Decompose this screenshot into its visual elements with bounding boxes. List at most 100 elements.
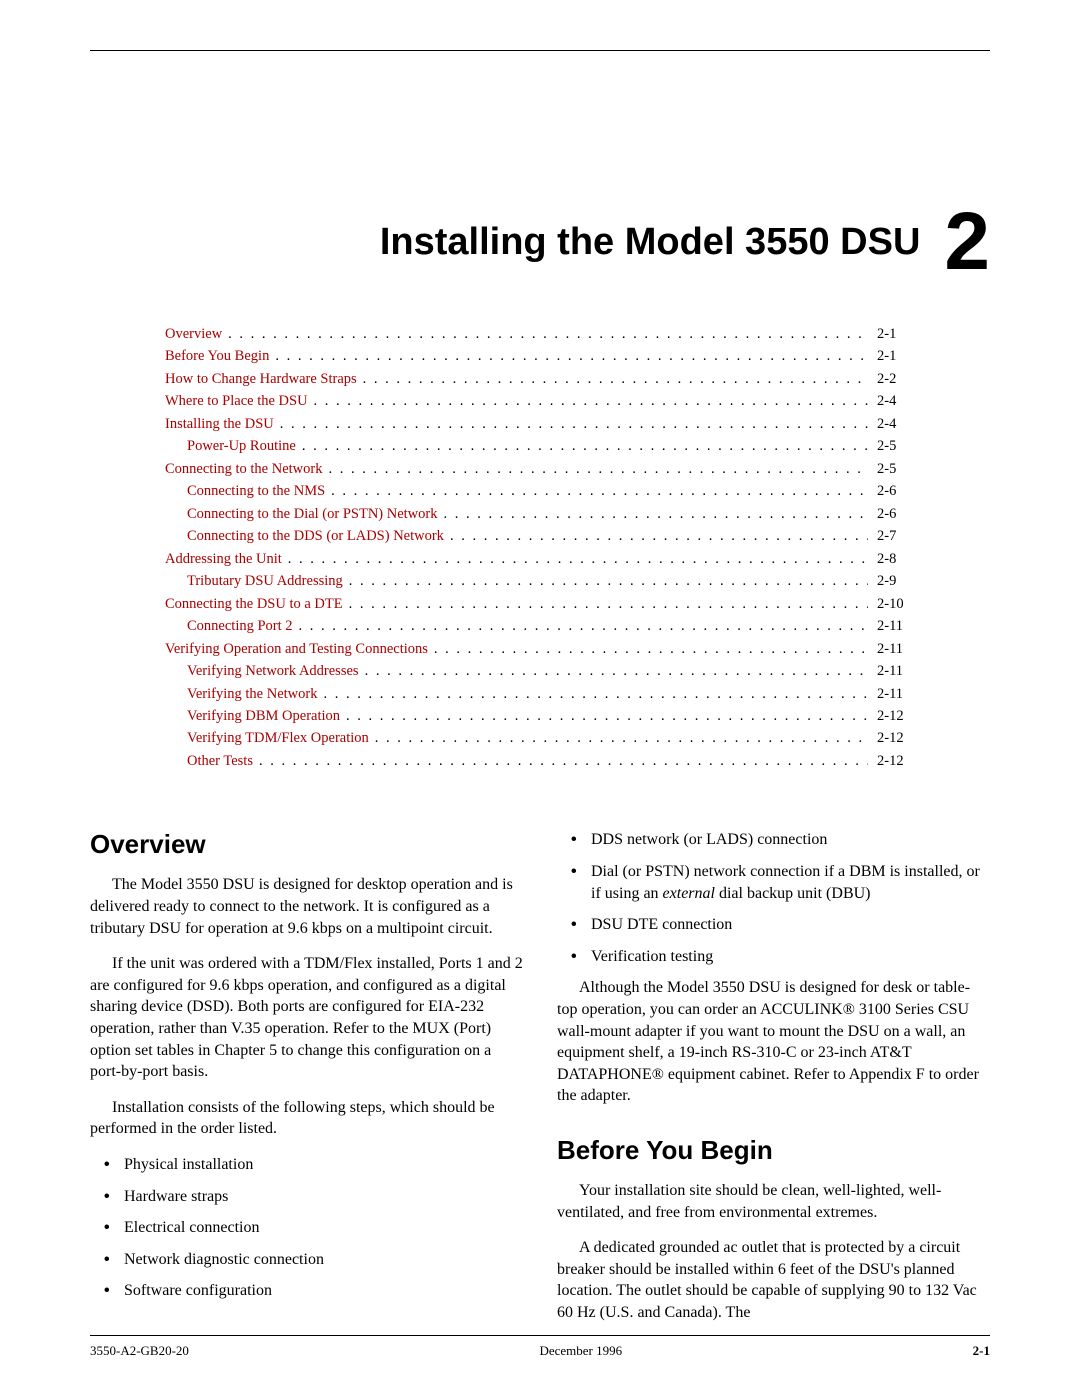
toc-link[interactable]: Power-Up Routine xyxy=(187,435,296,457)
toc-page-number: 2-11 xyxy=(871,638,915,660)
toc-page-number: 2-5 xyxy=(871,458,915,480)
toc-link[interactable]: Connecting to the DDS (or LADS) Network xyxy=(187,525,444,547)
toc-page-number: 2-5 xyxy=(871,435,915,457)
toc-leader-dots xyxy=(259,750,868,772)
top-rule xyxy=(90,50,990,51)
toc-leader-dots xyxy=(444,503,869,525)
toc-row: Connecting the DSU to a DTE 2-10 xyxy=(165,593,915,615)
chapter-number: 2 xyxy=(944,201,990,283)
overview-p2: If the unit was ordered with a TDM/Flex … xyxy=(90,953,523,1083)
steps-list-right: DDS network (or LADS) connection Dial (o… xyxy=(557,829,990,967)
page-footer: 3550-A2-GB20-20 December 1996 2-1 xyxy=(90,1335,990,1359)
list-item: Dial (or PSTN) network connection if a D… xyxy=(557,861,990,904)
toc-leader-dots xyxy=(450,525,868,547)
toc-page-number: 2-12 xyxy=(871,705,915,727)
toc-page-number: 2-10 xyxy=(871,593,915,615)
right-column: DDS network (or LADS) connection Dial (o… xyxy=(557,827,990,1337)
list-item: Verification testing xyxy=(557,946,990,968)
list-item: DSU DTE connection xyxy=(557,914,990,936)
toc-row: Connecting Port 2 2-11 xyxy=(165,615,915,637)
toc-leader-dots xyxy=(299,615,868,637)
toc-link[interactable]: Verifying the Network xyxy=(187,683,317,705)
list-item: Software configuration xyxy=(90,1280,523,1302)
toc-row: Connecting to the Dial (or PSTN) Network… xyxy=(165,503,915,525)
toc-link[interactable]: Connecting to the NMS xyxy=(187,480,325,502)
overview-p4: Although the Model 3550 DSU is designed … xyxy=(557,977,990,1107)
toc-page-number: 2-7 xyxy=(871,525,915,547)
toc-row: Connecting to the Network 2-5 xyxy=(165,458,915,480)
footer-doc-id: 3550-A2-GB20-20 xyxy=(90,1343,189,1359)
toc-leader-dots xyxy=(349,593,868,615)
toc-row: How to Change Hardware Straps 2-2 xyxy=(165,368,915,390)
toc-row: Tributary DSU Addressing 2-9 xyxy=(165,570,915,592)
toc-leader-dots xyxy=(314,390,868,412)
toc-row: Connecting to the NMS 2-6 xyxy=(165,480,915,502)
footer-date: December 1996 xyxy=(539,1343,622,1359)
list-item: Network diagnostic connection xyxy=(90,1249,523,1271)
toc-row: Other Tests 2-12 xyxy=(165,750,915,772)
overview-p1: The Model 3550 DSU is designed for deskt… xyxy=(90,874,523,939)
overview-p3: Installation consists of the following s… xyxy=(90,1097,523,1140)
toc-link[interactable]: Verifying TDM/Flex Operation xyxy=(187,727,369,749)
before-p2: A dedicated grounded ac outlet that is p… xyxy=(557,1237,990,1323)
toc-leader-dots xyxy=(302,435,868,457)
toc-page-number: 2-2 xyxy=(871,368,915,390)
toc-page-number: 2-11 xyxy=(871,660,915,682)
toc-leader-dots xyxy=(323,683,868,705)
toc-link[interactable]: How to Change Hardware Straps xyxy=(165,368,357,390)
toc-link[interactable]: Verifying DBM Operation xyxy=(187,705,340,727)
toc-page-number: 2-6 xyxy=(871,503,915,525)
toc-row: Addressing the Unit 2-8 xyxy=(165,548,915,570)
toc-link[interactable]: Verifying Network Addresses xyxy=(187,660,359,682)
footer-page-number: 2-1 xyxy=(973,1343,990,1359)
toc-page-number: 2-11 xyxy=(871,615,915,637)
toc-leader-dots xyxy=(346,705,868,727)
toc-leader-dots xyxy=(328,458,868,480)
toc-link[interactable]: Installing the DSU xyxy=(165,413,274,435)
toc-link[interactable]: Connecting to the Network xyxy=(165,458,322,480)
toc-link[interactable]: Connecting to the Dial (or PSTN) Network xyxy=(187,503,438,525)
toc-row: Overview 2-1 xyxy=(165,323,915,345)
toc-link[interactable]: Where to Place the DSU xyxy=(165,390,308,412)
toc-row: Verifying Network Addresses 2-11 xyxy=(165,660,915,682)
toc-page-number: 2-6 xyxy=(871,480,915,502)
toc-row: Before You Begin2-1 xyxy=(165,345,915,367)
toc-leader-dots xyxy=(349,570,868,592)
toc-link[interactable]: Addressing the Unit xyxy=(165,548,282,570)
toc-link[interactable]: Tributary DSU Addressing xyxy=(187,570,343,592)
steps-list-left: Physical installation Hardware straps El… xyxy=(90,1154,523,1302)
left-column: Overview The Model 3550 DSU is designed … xyxy=(90,827,523,1337)
toc-page-number: 2-4 xyxy=(871,413,915,435)
toc-row: Connecting to the DDS (or LADS) Network 2… xyxy=(165,525,915,547)
toc-page-number: 2-8 xyxy=(871,548,915,570)
toc-row: Power-Up Routine 2-5 xyxy=(165,435,915,457)
toc-leader-dots xyxy=(363,368,868,390)
list-item: DDS network (or LADS) connection xyxy=(557,829,990,851)
toc-link[interactable]: Connecting the DSU to a DTE xyxy=(165,593,343,615)
toc-link[interactable]: Verifying Operation and Testing Connecti… xyxy=(165,638,428,660)
toc-page-number: 2-11 xyxy=(871,683,915,705)
toc-link[interactable]: Overview xyxy=(165,323,222,345)
toc-row: Verifying the Network 2-11 xyxy=(165,683,915,705)
toc-page-number: 2-12 xyxy=(871,727,915,749)
toc-row: Verifying DBM Operation 2-12 xyxy=(165,705,915,727)
toc-row: Verifying TDM/Flex Operation 2-12 xyxy=(165,727,915,749)
toc-leader-dots xyxy=(365,660,868,682)
toc-leader-dots xyxy=(288,548,868,570)
toc-row: Verifying Operation and Testing Connecti… xyxy=(165,638,915,660)
toc-leader-dots xyxy=(275,345,868,367)
toc-page-number: 2-1 xyxy=(871,323,915,345)
toc-link[interactable]: Other Tests xyxy=(187,750,253,772)
toc-link[interactable]: Before You Begin xyxy=(165,345,269,367)
overview-heading: Overview xyxy=(90,827,523,862)
toc-row: Where to Place the DSU2-4 xyxy=(165,390,915,412)
before-heading: Before You Begin xyxy=(557,1133,990,1168)
toc-row: Installing the DSU 2-4 xyxy=(165,413,915,435)
toc-page-number: 2-9 xyxy=(871,570,915,592)
chapter-title: Installing the Model 3550 DSU xyxy=(380,221,921,264)
list-item: Physical installation xyxy=(90,1154,523,1176)
toc-page-number: 2-12 xyxy=(871,750,915,772)
toc-link[interactable]: Connecting Port 2 xyxy=(187,615,293,637)
before-p1: Your installation site should be clean, … xyxy=(557,1180,990,1223)
toc-leader-dots xyxy=(434,638,868,660)
